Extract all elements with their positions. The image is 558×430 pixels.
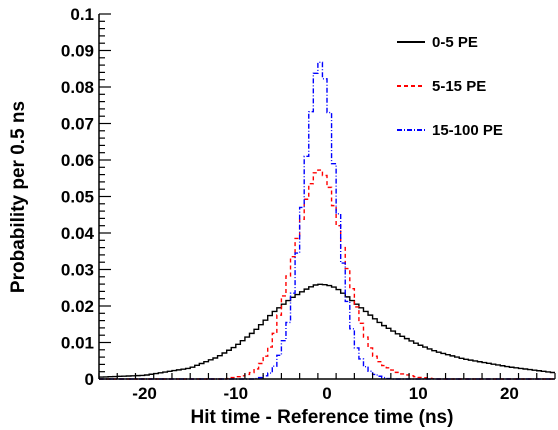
y-tick-label: 0.03 (61, 261, 94, 280)
legend-label-5-15-pe: 5-15 PE (432, 78, 486, 95)
legend: 0-5 PE 5-15 PE 15-100 PE (397, 34, 503, 139)
x-tick-label: 10 (409, 384, 428, 403)
y-tick-label: 0.09 (61, 42, 94, 61)
y-axis-title: Probability per 0.5 ns (8, 101, 29, 293)
y-tick-label: 0.07 (61, 115, 94, 134)
series-5-15-pe-histogram (99, 169, 555, 380)
y-tick-label: 0 (85, 370, 94, 389)
axes: -20 -10 0 10 20 0 0.01 0.02 0.03 0.04 0.05 0.06 0.07… (61, 5, 556, 403)
plot-area (99, 61, 555, 380)
legend-label-0-5-pe: 0-5 PE (432, 34, 478, 51)
y-tick-label: 0.05 (61, 188, 94, 207)
x-tick-label: -20 (132, 384, 157, 403)
y-tick-label: 0.06 (61, 151, 94, 170)
series-15-100-pe-histogram (99, 61, 555, 380)
y-tick-label: 0.08 (61, 78, 94, 97)
y-tick-label: 0.1 (70, 5, 94, 24)
x-tick-label: 20 (500, 384, 519, 403)
x-tick-label: -10 (224, 384, 249, 403)
series-0-5-pe-histogram (99, 283, 555, 378)
x-tick-label: 0 (322, 384, 331, 403)
y-tick-label: 0.01 (61, 334, 94, 353)
x-axis-title: Hit time - Reference time (ns) (191, 407, 454, 428)
legend-label-15-100-pe: 15-100 PE (432, 122, 503, 139)
y-tick-label: 0.02 (61, 297, 94, 316)
y-tick-label: 0.04 (61, 224, 95, 243)
